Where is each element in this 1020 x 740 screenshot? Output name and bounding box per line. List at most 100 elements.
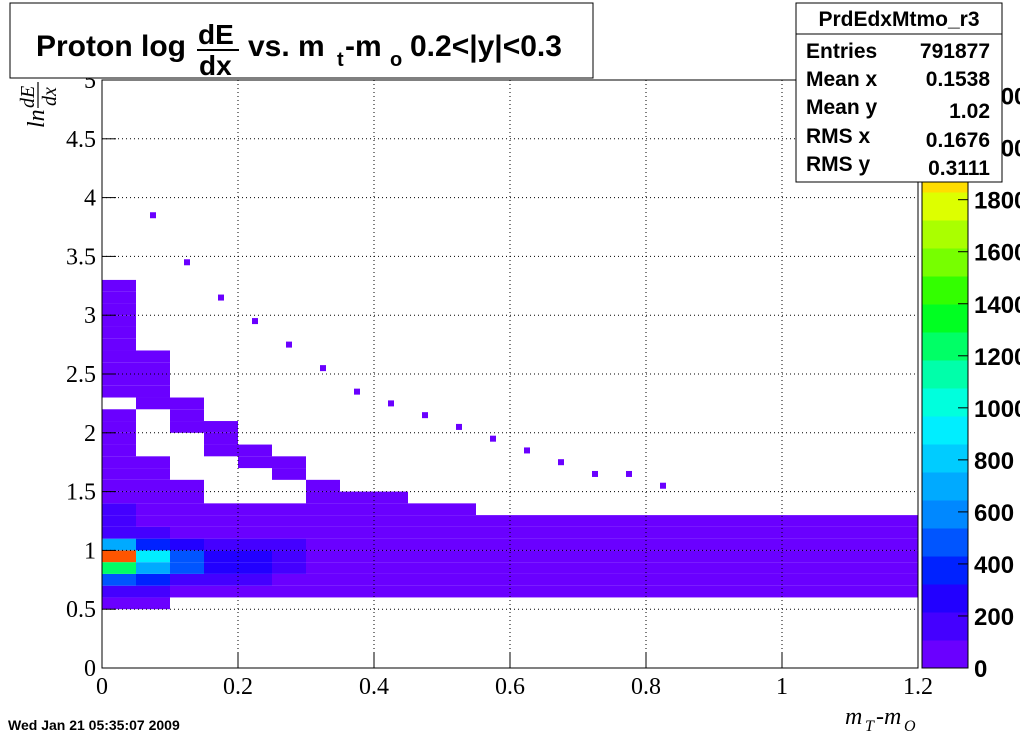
z-tick-label: 600: [974, 500, 1014, 527]
cell: [272, 456, 306, 469]
cell: [170, 550, 204, 563]
colorbar-segment: [922, 640, 968, 669]
cell: [884, 585, 918, 598]
y-tick-label: 4.5: [66, 127, 96, 153]
y-tick-label: 1.5: [66, 480, 96, 506]
cell: [544, 573, 578, 586]
cell: [714, 562, 748, 574]
cell: [748, 562, 782, 574]
cell: [340, 538, 374, 551]
cell: [408, 515, 442, 527]
stats-label: Mean y: [806, 96, 878, 119]
cell: [884, 550, 918, 563]
z-tick-label: 200: [974, 604, 1014, 631]
cell: [408, 585, 442, 598]
cell: [850, 585, 884, 598]
cell: [136, 550, 170, 563]
cell: [408, 538, 442, 551]
y-label-num: dE: [17, 86, 39, 108]
cell: [170, 562, 204, 574]
cell: [238, 515, 272, 527]
cell: [340, 526, 374, 539]
cell: [272, 550, 306, 563]
cell: [204, 444, 238, 457]
cell: [476, 562, 510, 574]
cell: [272, 573, 306, 586]
cell: [714, 573, 748, 586]
cell: [374, 503, 408, 516]
y-tick-label: 3.5: [66, 244, 96, 270]
cell: [714, 550, 748, 563]
x-axis-label: m T -m O: [845, 704, 916, 735]
cell: [170, 515, 204, 527]
cell: [238, 573, 272, 586]
y-label-part: ln: [24, 109, 50, 128]
cell: [170, 526, 204, 539]
cell: [102, 421, 136, 433]
title-frame: [9, 2, 594, 79]
colorbar-segment: [922, 612, 968, 641]
cell: [442, 585, 476, 598]
cell: [782, 526, 816, 539]
cell: [816, 573, 850, 586]
stats-label: RMS x: [806, 125, 871, 148]
x-tick-label: 0: [96, 674, 108, 700]
y-axis-label: ln dE dx: [17, 82, 61, 128]
cell: [238, 562, 272, 574]
cell: [442, 550, 476, 563]
y-tick-label: 2: [84, 421, 96, 447]
z-tick-label: 1600: [974, 240, 1020, 267]
cell: [578, 573, 612, 586]
colorbar-segment: [922, 528, 968, 557]
cell: [286, 341, 292, 348]
cell: [510, 526, 544, 539]
x-tick-label: 0.4: [359, 674, 389, 700]
cell: [340, 503, 374, 516]
cell: [204, 562, 238, 574]
colorbar-segment: [922, 472, 968, 501]
title-part: -m: [345, 30, 382, 63]
cell: [660, 482, 666, 489]
cell: [612, 526, 646, 539]
y-tick-label: 0: [84, 656, 96, 682]
stats-label: Entries: [806, 40, 877, 63]
z-tick-label: 800: [974, 448, 1014, 475]
cell: [510, 562, 544, 574]
cell: [612, 573, 646, 586]
stats-frame: [795, 2, 1003, 183]
cell: [340, 515, 374, 527]
cell: [102, 479, 136, 492]
colorbar-segment: [922, 220, 968, 249]
cell: [748, 538, 782, 551]
cell: [340, 573, 374, 586]
cell: [102, 315, 136, 327]
cell: [354, 388, 360, 395]
title-den: dx: [199, 50, 232, 81]
cell: [782, 585, 816, 598]
cell: [102, 409, 136, 422]
cell: [408, 550, 442, 563]
colorbar-segment: [922, 416, 968, 445]
cell: [578, 550, 612, 563]
cell: [102, 515, 136, 527]
cell: [136, 397, 170, 410]
cell: [850, 573, 884, 586]
cell: [408, 562, 442, 574]
cell: [782, 538, 816, 551]
y-tick-label: 4: [84, 186, 96, 212]
x-label-part: -m: [876, 704, 901, 730]
colorbar-segment: [922, 360, 968, 389]
cell: [680, 585, 714, 598]
colorbar-segment: [922, 500, 968, 529]
y-tick-label: 3: [84, 303, 96, 329]
cell: [592, 470, 598, 477]
cell: [306, 585, 340, 598]
cell: [680, 562, 714, 574]
cell: [680, 573, 714, 586]
cell: [136, 468, 170, 480]
cell: [680, 550, 714, 563]
stats-value: 0.1676: [926, 129, 990, 152]
cell: [204, 421, 238, 433]
cell: [714, 585, 748, 598]
cell: [204, 585, 238, 598]
